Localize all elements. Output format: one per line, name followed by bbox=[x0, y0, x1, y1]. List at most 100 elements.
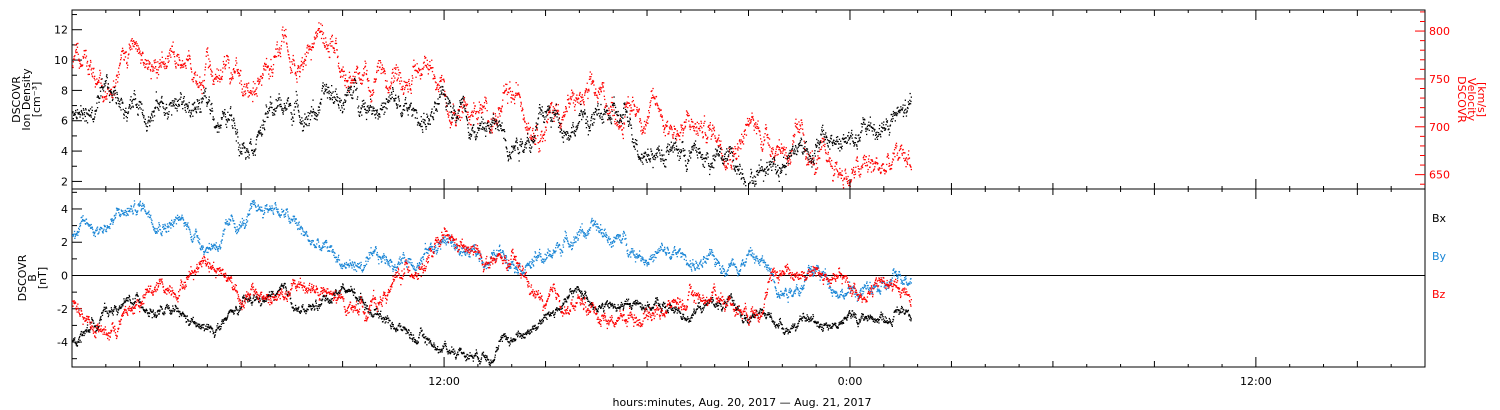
data-point bbox=[808, 164, 810, 166]
data-point bbox=[403, 88, 406, 91]
data-point bbox=[393, 98, 395, 100]
data-point bbox=[745, 185, 747, 187]
data-point bbox=[723, 158, 725, 160]
data-point bbox=[786, 155, 788, 157]
data-point bbox=[196, 99, 198, 101]
data-point bbox=[387, 101, 390, 104]
data-point bbox=[327, 47, 329, 50]
data-point bbox=[832, 144, 834, 147]
data-point bbox=[271, 71, 273, 74]
data-point bbox=[855, 134, 857, 136]
data-point bbox=[174, 107, 176, 109]
data-point bbox=[425, 64, 427, 67]
data-point bbox=[649, 104, 652, 107]
data-point bbox=[205, 328, 208, 330]
data-point bbox=[184, 109, 186, 111]
data-point bbox=[110, 310, 112, 312]
data-point bbox=[78, 111, 80, 113]
data-point bbox=[531, 129, 534, 132]
data-point bbox=[112, 90, 115, 92]
data-point bbox=[518, 93, 520, 95]
data-point bbox=[384, 73, 386, 75]
data-point bbox=[113, 307, 115, 309]
data-point bbox=[489, 131, 491, 133]
data-point bbox=[297, 109, 300, 112]
data-point bbox=[175, 65, 177, 68]
data-point bbox=[243, 146, 245, 148]
data-point bbox=[390, 85, 392, 87]
data-point bbox=[278, 54, 280, 57]
data-point bbox=[307, 112, 309, 114]
data-point bbox=[80, 105, 82, 107]
data-point bbox=[142, 307, 144, 309]
data-point bbox=[373, 110, 375, 112]
data-point bbox=[575, 129, 578, 131]
data-point bbox=[629, 117, 631, 119]
data-point bbox=[718, 140, 720, 142]
data-point bbox=[172, 51, 174, 53]
data-point bbox=[553, 109, 556, 111]
data-point bbox=[296, 99, 298, 101]
data-point bbox=[133, 304, 135, 306]
data-point bbox=[842, 138, 844, 141]
data-point bbox=[692, 125, 694, 127]
data-point bbox=[214, 78, 216, 80]
data-point bbox=[107, 83, 109, 85]
data-point bbox=[374, 113, 376, 116]
data-point bbox=[134, 98, 136, 101]
data-point bbox=[117, 311, 119, 313]
data-point bbox=[208, 100, 211, 102]
data-point bbox=[248, 91, 250, 93]
data-point bbox=[118, 307, 120, 309]
data-point bbox=[80, 110, 82, 112]
data-point bbox=[394, 100, 396, 102]
data-point bbox=[404, 87, 406, 89]
data-point bbox=[422, 68, 424, 70]
data-point bbox=[152, 116, 154, 118]
data-point bbox=[123, 52, 125, 55]
data-point bbox=[658, 110, 660, 113]
data-point bbox=[331, 34, 333, 36]
data-point bbox=[333, 102, 335, 104]
data-point bbox=[526, 140, 528, 142]
data-point bbox=[546, 110, 548, 112]
data-point bbox=[829, 161, 831, 163]
data-point bbox=[783, 164, 786, 167]
data-point bbox=[713, 130, 716, 132]
data-point bbox=[886, 120, 889, 122]
data-point bbox=[625, 104, 627, 106]
data-point bbox=[438, 87, 441, 89]
data-point bbox=[281, 107, 283, 109]
data-point bbox=[287, 97, 290, 99]
data-point bbox=[898, 109, 901, 111]
data-point bbox=[420, 68, 422, 71]
data-point bbox=[114, 305, 116, 307]
data-point bbox=[463, 105, 466, 107]
data-point bbox=[440, 80, 442, 82]
data-point bbox=[501, 122, 503, 124]
data-point bbox=[357, 111, 360, 113]
data-point bbox=[823, 141, 825, 143]
data-point bbox=[617, 110, 619, 113]
data-point bbox=[251, 90, 253, 92]
data-point bbox=[907, 158, 909, 160]
data-point bbox=[146, 309, 148, 312]
data-point bbox=[847, 139, 850, 141]
data-point bbox=[780, 151, 782, 153]
data-point bbox=[203, 87, 205, 89]
data-point bbox=[671, 127, 673, 129]
data-point bbox=[674, 128, 676, 130]
data-point bbox=[111, 99, 114, 102]
data-point bbox=[807, 157, 809, 159]
data-point bbox=[224, 317, 226, 319]
data-point bbox=[218, 74, 220, 77]
data-point bbox=[824, 145, 826, 148]
data-point bbox=[452, 103, 454, 105]
data-point bbox=[197, 106, 200, 108]
data-point bbox=[778, 148, 780, 151]
data-point bbox=[128, 104, 131, 106]
data-point bbox=[521, 107, 524, 109]
data-point bbox=[439, 96, 441, 98]
data-point bbox=[214, 126, 216, 128]
data-point bbox=[502, 129, 505, 131]
